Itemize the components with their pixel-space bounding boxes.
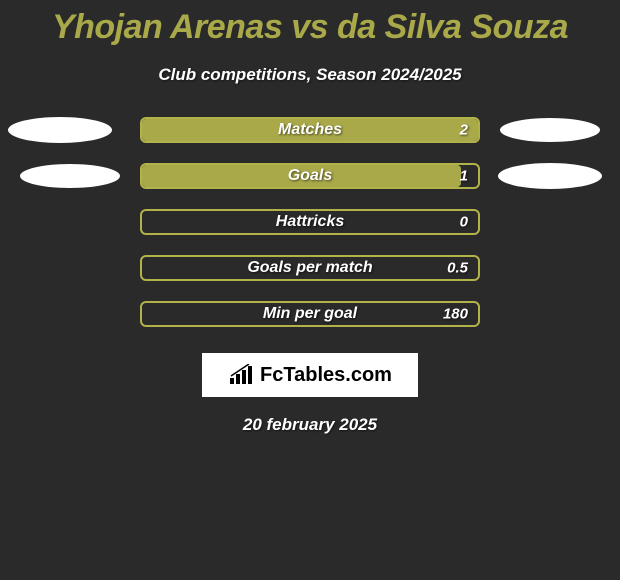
stat-label: Matches: [278, 121, 342, 139]
subtitle: Club competitions, Season 2024/2025: [158, 65, 461, 85]
stat-label: Min per goal: [263, 305, 357, 323]
brand-logo-text: FcTables.com: [260, 364, 392, 387]
stat-bar: Goals 1: [140, 163, 480, 189]
stat-value: 2: [460, 122, 468, 139]
decor-ellipse-left: [20, 164, 120, 188]
infographic-container: Yhojan Arenas vs da Silva Souza Club com…: [0, 0, 620, 435]
date-text: 20 february 2025: [243, 415, 377, 435]
stat-value: 1: [460, 168, 468, 185]
stat-value: 0.5: [447, 260, 468, 277]
stat-row: Min per goal 180: [0, 301, 620, 327]
brand-logo[interactable]: FcTables.com: [202, 353, 418, 397]
stat-bar: Hattricks 0: [140, 209, 480, 235]
stat-value: 180: [443, 306, 468, 323]
decor-ellipse-left: [8, 117, 112, 143]
stat-bar: Goals per match 0.5: [140, 255, 480, 281]
stat-row: Hattricks 0: [0, 209, 620, 235]
stat-bar: Min per goal 180: [140, 301, 480, 327]
decor-ellipse-right: [500, 118, 600, 142]
stat-row: Matches 2: [0, 117, 620, 143]
stat-label: Goals per match: [247, 259, 372, 277]
stat-label: Hattricks: [276, 213, 344, 231]
decor-ellipse-right: [498, 163, 602, 189]
stat-label: Goals: [288, 167, 332, 185]
stat-value: 0: [460, 214, 468, 231]
page-title: Yhojan Arenas vs da Silva Souza: [52, 8, 568, 47]
stat-row: Goals 1: [0, 163, 620, 189]
stats-chart: Matches 2 Goals 1 Hattricks 0: [0, 117, 620, 347]
stat-row: Goals per match 0.5: [0, 255, 620, 281]
stat-bar: Matches 2: [140, 117, 480, 143]
chart-bars-icon: [228, 364, 254, 386]
